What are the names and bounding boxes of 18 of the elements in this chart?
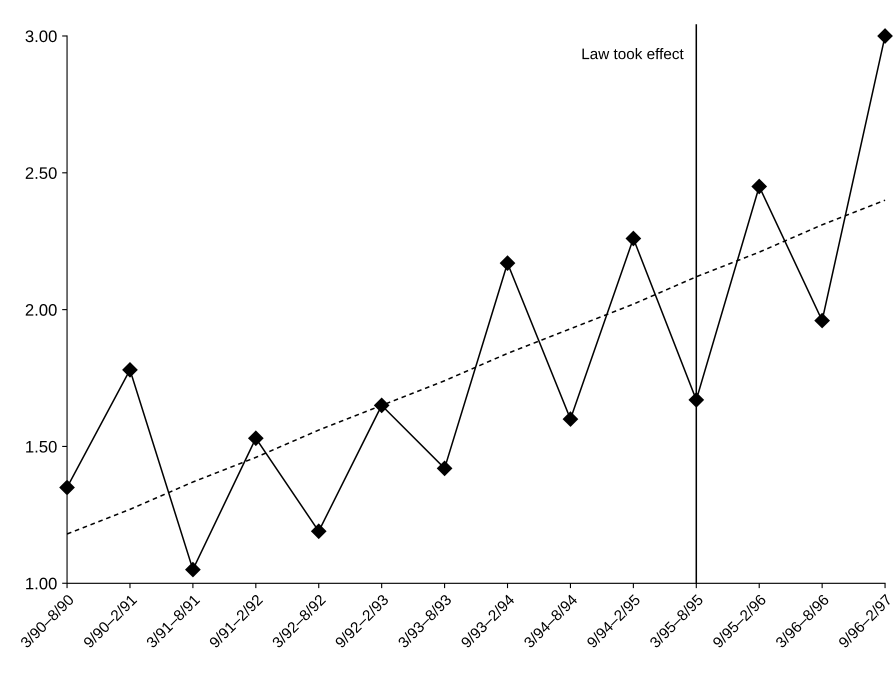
point xyxy=(877,28,893,44)
y-tick-label: 3.00 xyxy=(26,30,57,42)
y-tick-label: 2.00 xyxy=(26,304,57,316)
point xyxy=(311,524,326,539)
point xyxy=(626,230,641,246)
point xyxy=(374,398,390,413)
y-tick-label: 2.50 xyxy=(26,167,57,180)
point xyxy=(248,430,264,446)
point xyxy=(814,313,830,328)
point xyxy=(500,256,516,271)
point xyxy=(752,178,767,194)
point xyxy=(562,412,578,427)
y-tick-label: 1.50 xyxy=(26,440,57,453)
point xyxy=(122,362,138,378)
point xyxy=(437,460,452,476)
point xyxy=(185,562,200,578)
y-tick-label: 1.00 xyxy=(26,578,57,590)
ref-line-label: Law took effect xyxy=(582,48,684,60)
